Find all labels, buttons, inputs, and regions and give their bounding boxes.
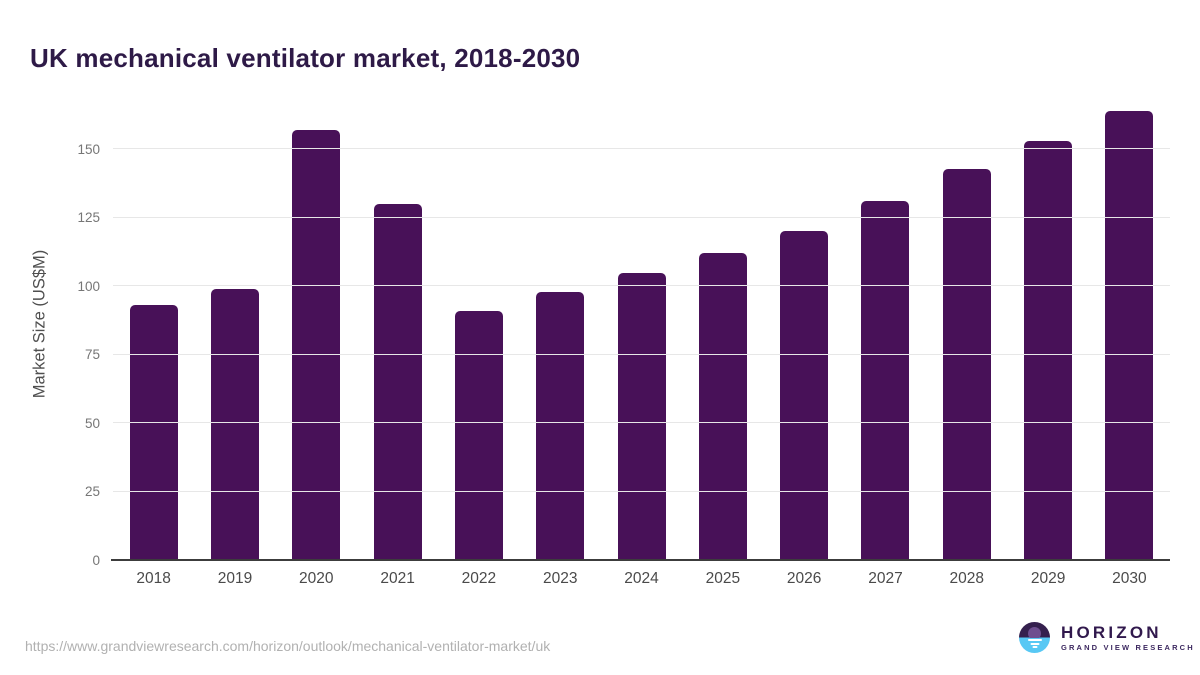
bar-2021[interactable]: [373, 204, 422, 560]
bar-2020[interactable]: [292, 130, 341, 560]
y-tick-label: 0: [92, 552, 100, 568]
bar-slot: [357, 100, 438, 560]
bar-2029[interactable]: [1024, 141, 1073, 560]
x-tick-label: 2023: [542, 570, 578, 587]
bar-slot: [601, 100, 682, 560]
reflection-dash-icon: [1030, 642, 1039, 645]
bars-container: [113, 100, 1170, 560]
bar-slot: [1007, 100, 1088, 560]
x-tick-label: 2026: [786, 570, 822, 587]
y-tick-label: 150: [77, 141, 100, 157]
reflection-dash-icon: [1027, 639, 1042, 642]
y-tick-label: 125: [77, 210, 100, 225]
gridline: [113, 285, 1170, 287]
bar-slot: [438, 100, 519, 560]
gridline: [113, 353, 1170, 355]
bar-slot: [194, 100, 275, 560]
bar-slot: [845, 100, 926, 560]
logo-text: HORIZON GRAND VIEW RESEARCH: [1061, 624, 1195, 652]
gridline: [113, 422, 1170, 424]
gridline: [113, 148, 1170, 150]
bar-2022[interactable]: [454, 310, 503, 560]
sun-icon: [1019, 622, 1050, 638]
source-url: https://www.grandviewresearch.com/horizo…: [25, 638, 551, 654]
bar-2027[interactable]: [861, 201, 910, 560]
x-tick-label: 2029: [1030, 570, 1066, 587]
plot-area: 0 25 50 75 100 125 150: [77, 100, 1170, 566]
y-tick-label: 75: [84, 346, 100, 362]
logo-name: HORIZON: [1061, 622, 1162, 642]
chart-title: UK mechanical ventilator market, 2018-20…: [30, 43, 581, 74]
x-tick-label: 2021: [380, 570, 415, 587]
y-tick-label: 25: [84, 483, 100, 499]
x-tick-label: 2019: [217, 570, 253, 587]
bar-slot: [276, 100, 357, 560]
bar-slot: [113, 100, 194, 560]
bar-2024[interactable]: [617, 272, 666, 560]
x-tick-label: 2028: [949, 570, 985, 587]
gridline: [113, 216, 1170, 218]
y-axis-title: Market Size (US$M): [30, 249, 49, 399]
x-tick-label: 2018: [136, 570, 171, 587]
bar-2025[interactable]: [698, 253, 747, 560]
x-tick-label: 2022: [461, 570, 497, 587]
reflection-dash-icon: [1032, 646, 1037, 649]
bar-slot: [520, 100, 601, 560]
x-tick-label: 2024: [624, 570, 659, 587]
x-tick-label: 2027: [868, 570, 903, 587]
bar-2030[interactable]: [1105, 111, 1154, 560]
bar-2019[interactable]: [210, 288, 259, 560]
logo-tagline: GRAND VIEW RESEARCH: [1061, 642, 1195, 652]
horizon-logo-icon: [1019, 622, 1050, 653]
bar-slot: [1089, 100, 1170, 560]
x-tick-label: 2025: [705, 570, 741, 587]
bar-2018[interactable]: [129, 305, 178, 560]
horizon-logo: HORIZON GRAND VIEW RESEARCH: [1019, 622, 1195, 653]
bar-slot: [682, 100, 763, 560]
gridline: [113, 490, 1170, 492]
x-tick-label: 2020: [299, 570, 334, 587]
bar-2023[interactable]: [536, 291, 585, 560]
bar-2026[interactable]: [780, 231, 829, 560]
y-tick-label: 100: [77, 278, 100, 294]
bar-2028[interactable]: [942, 168, 991, 560]
y-tick-label: 50: [84, 415, 100, 431]
x-tick-label: 2030: [1112, 570, 1147, 587]
x-axis-line: [111, 559, 1170, 561]
bar-slot: [926, 100, 1007, 560]
x-axis-labels: 2018 2019 2020 2021 2022 2023 2024 2025 2026 2027…: [113, 570, 1170, 588]
